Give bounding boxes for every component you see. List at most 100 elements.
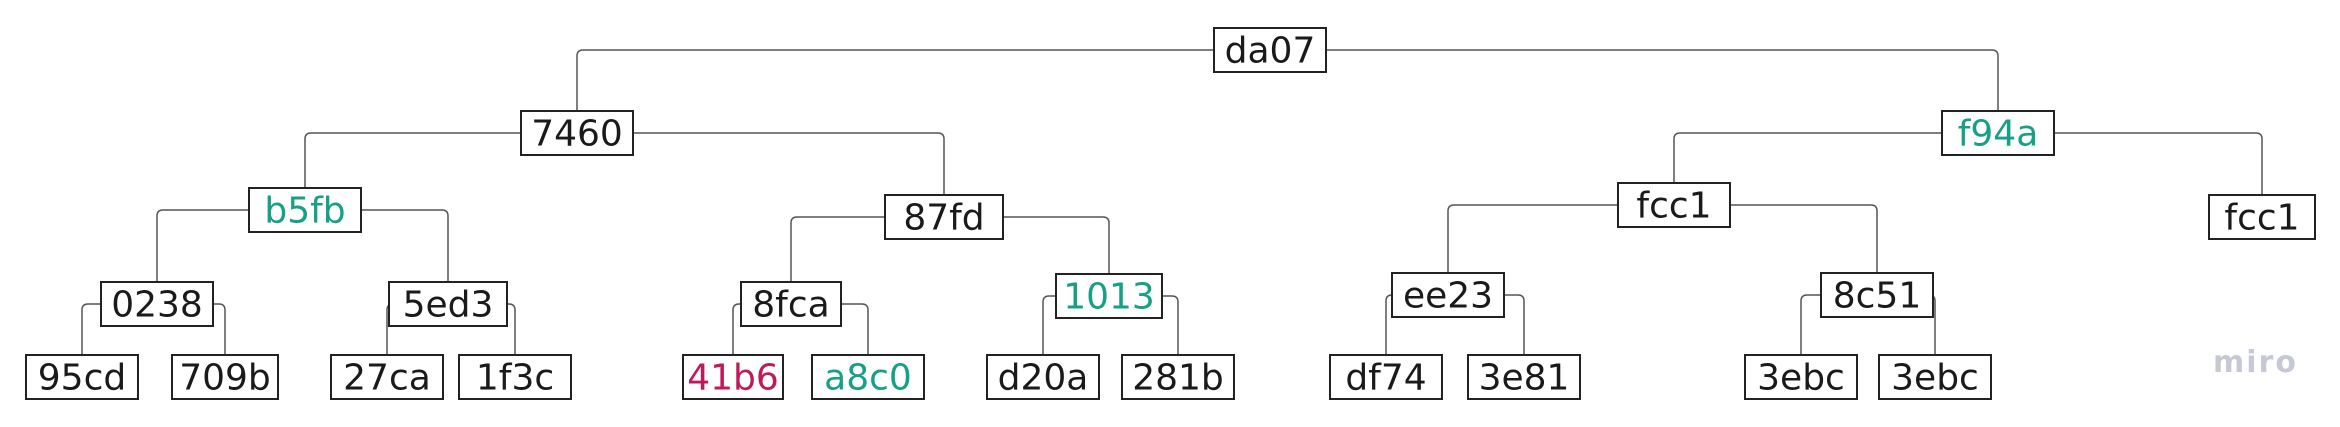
tree-node-fcc1[interactable]: fcc1: [2208, 194, 2316, 240]
tree-nodes: da07 7460 f94a b5fb 87fd fcc1 fcc1 0238 5ed3 8fca…: [25, 27, 2316, 400]
tree-node-0238[interactable]: 0238: [100, 281, 214, 327]
tree-node-95cd[interactable]: 95cd: [25, 354, 139, 400]
tree-node-label: 3e81: [1479, 358, 1570, 399]
tree-node-7460[interactable]: 7460: [520, 110, 634, 156]
tree-edge: [507, 303, 516, 355]
tree-edges: [81, 49, 2263, 355]
tree-node-3ebc[interactable]: 3ebc: [1878, 354, 1992, 400]
tree-node-label: fcc1: [1636, 186, 1711, 227]
tree-node-box: [25, 354, 139, 400]
tree-edge: [1800, 294, 1821, 355]
tree-node-label: 8c51: [1833, 276, 1922, 317]
tree-edge: [156, 209, 249, 282]
tree-node-5ed3[interactable]: 5ed3: [388, 281, 508, 327]
tree-edge: [732, 303, 741, 355]
tree-node-41b6[interactable]: 41b6: [682, 354, 784, 400]
tree-node-label: ee23: [1403, 276, 1493, 317]
tree-node-box: [1941, 110, 2055, 156]
tree-edge: [576, 49, 1214, 111]
tree-node-3ebc[interactable]: 3ebc: [1744, 354, 1858, 400]
tree-node-box: [1121, 354, 1235, 400]
tree-node-3e81[interactable]: 3e81: [1467, 354, 1581, 400]
tree-edge: [1673, 132, 1942, 183]
tree-node-label: 1f3c: [476, 358, 554, 399]
tree-node-label: 281b: [1132, 358, 1224, 399]
tree-node-fcc1[interactable]: fcc1: [1617, 182, 1731, 228]
tree-node-box: [1391, 272, 1505, 318]
tree-node-label: 709b: [179, 358, 271, 399]
tree-edge: [1326, 49, 1999, 111]
tree-node-df74[interactable]: df74: [1329, 354, 1443, 400]
tree-node-box: [1744, 354, 1858, 400]
tree-node-box: [2208, 194, 2316, 240]
tree-node-box: [330, 354, 444, 400]
tree-edge: [1504, 294, 1525, 355]
tree-node-box: [1820, 272, 1934, 318]
tree-node-281b[interactable]: 281b: [1121, 354, 1235, 400]
tree-node-box: [1617, 182, 1731, 228]
tree-node-box: [1055, 273, 1163, 319]
tree-edge: [213, 303, 226, 355]
tree-node-box: [1329, 354, 1443, 400]
tree-edge: [790, 216, 885, 282]
tree-node-f94a[interactable]: f94a: [1941, 110, 2055, 156]
tree-node-box: [986, 354, 1100, 400]
tree-node-label: df74: [1345, 358, 1426, 399]
tree-node-87fd[interactable]: 87fd: [884, 194, 1004, 240]
tree-node-label: 3ebc: [1891, 358, 1979, 399]
tree-node-label: d20a: [998, 358, 1089, 399]
tree-node-b5fb[interactable]: b5fb: [248, 187, 362, 233]
tree-node-d20a[interactable]: d20a: [986, 354, 1100, 400]
tree-node-ee23[interactable]: ee23: [1391, 272, 1505, 318]
tree-edge: [1162, 295, 1179, 355]
tree-node-label: b5fb: [264, 191, 345, 232]
tree-node-label: 1013: [1063, 277, 1155, 318]
tree-node-box: [1213, 27, 1327, 73]
tree-node-label: 27ca: [343, 358, 431, 399]
tree-node-box: [1878, 354, 1992, 400]
tree-edge: [633, 132, 945, 195]
tree-node-label: fcc1: [2224, 198, 2299, 239]
tree-edge: [841, 303, 869, 355]
tree-node-709b[interactable]: 709b: [171, 354, 279, 400]
tree-edge: [1730, 204, 1878, 273]
tree-edge: [1447, 204, 1618, 273]
tree-node-label: da07: [1225, 31, 1316, 72]
tree-node-label: 87fd: [903, 198, 984, 239]
tree-node-box: [682, 354, 784, 400]
tree-node-box: [248, 187, 362, 233]
tree-node-a8c0[interactable]: a8c0: [811, 354, 925, 400]
tree-node-box: [740, 281, 842, 327]
tree-edge: [1385, 294, 1393, 355]
tree-node-8c51[interactable]: 8c51: [1820, 272, 1934, 318]
tree-node-box: [388, 281, 508, 327]
tree-node-8fca[interactable]: 8fca: [740, 281, 842, 327]
tree-node-box: [171, 354, 279, 400]
tree-node-box: [811, 354, 925, 400]
miro-watermark-logo: miro: [2213, 345, 2298, 380]
tree-node-label: 95cd: [38, 358, 126, 399]
tree-node-label: 8fca: [752, 285, 829, 326]
tree-node-label: a8c0: [824, 358, 912, 399]
tree-node-27ca[interactable]: 27ca: [330, 354, 444, 400]
tree-edge: [1042, 295, 1056, 355]
tree-node-label: f94a: [1958, 114, 2039, 155]
tree-edge: [81, 303, 101, 355]
tree-node-label: 5ed3: [403, 285, 494, 326]
tree-node-box: [458, 354, 572, 400]
tree-node-box: [884, 194, 1004, 240]
tree-node-1f3c[interactable]: 1f3c: [458, 354, 572, 400]
tree-node-1013[interactable]: 1013: [1055, 273, 1163, 319]
tree-node-box: [520, 110, 634, 156]
tree-edge: [304, 132, 521, 188]
tree-node-label: 3ebc: [1757, 358, 1845, 399]
tree-node-label: 0238: [111, 285, 203, 326]
tree-node-label: 7460: [531, 114, 623, 155]
tree-node-box: [1467, 354, 1581, 400]
tree-node-da07[interactable]: da07: [1213, 27, 1327, 73]
tree-edge: [2054, 132, 2263, 195]
tree-node-label: 41b6: [687, 358, 779, 399]
tree-edge: [361, 209, 449, 282]
tree-edge: [1003, 216, 1110, 274]
